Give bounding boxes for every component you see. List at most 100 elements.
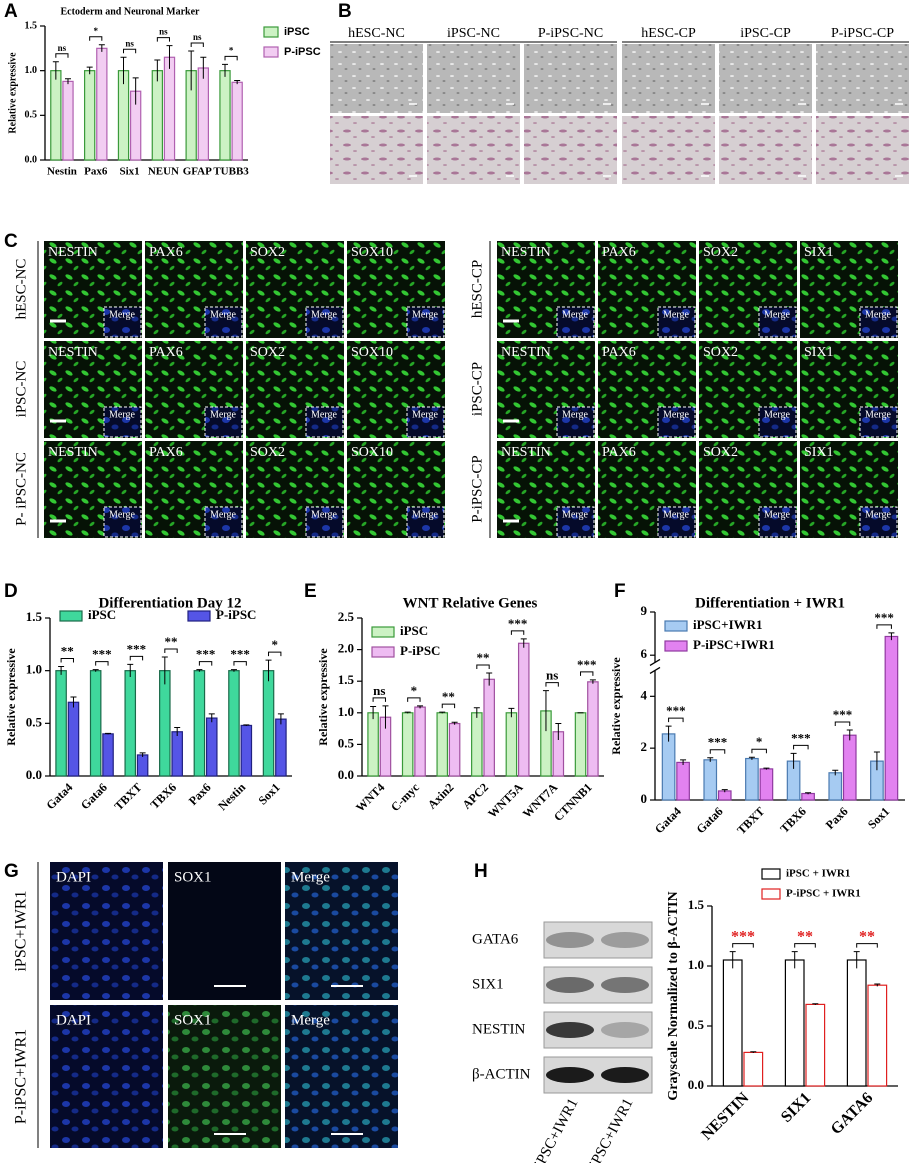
merge-label: Merge bbox=[562, 509, 588, 520]
micrograph bbox=[427, 116, 520, 184]
bar bbox=[743, 1051, 764, 1087]
blot-band bbox=[601, 1067, 649, 1083]
bar bbox=[96, 47, 108, 161]
error-bar bbox=[277, 713, 284, 725]
y-tick-label: 9 bbox=[641, 603, 648, 618]
bar bbox=[846, 959, 867, 1087]
marker-label: PAX6 bbox=[149, 245, 183, 260]
y-tick-label: 0.5 bbox=[26, 714, 43, 729]
bar bbox=[745, 757, 759, 801]
bar bbox=[574, 712, 587, 777]
y-tick-label: 0.0 bbox=[26, 767, 42, 782]
error-bar bbox=[763, 767, 770, 770]
column-label: P-iPSC-NC bbox=[538, 26, 603, 41]
significance-label: ns bbox=[546, 668, 558, 683]
legend-swatch bbox=[761, 868, 781, 880]
marker-label: NESTIN bbox=[501, 445, 551, 460]
y-axis-label: Grayscale Normalized to β-ACTIN bbox=[666, 891, 681, 1100]
merge-label: Merge bbox=[562, 309, 588, 320]
significance-label: *** bbox=[230, 647, 250, 662]
micrograph bbox=[50, 1005, 163, 1148]
significance-label: ns bbox=[373, 683, 385, 698]
error-bar bbox=[750, 1051, 757, 1053]
error-bar bbox=[874, 983, 881, 987]
merge-inset bbox=[859, 306, 898, 338]
error-bar bbox=[417, 705, 424, 709]
bar bbox=[471, 712, 483, 777]
error-bar bbox=[729, 951, 736, 969]
merge-label: Merge bbox=[109, 509, 135, 520]
merge-inset bbox=[758, 306, 797, 338]
error-bar bbox=[832, 769, 839, 776]
marker-label: SOX10 bbox=[351, 445, 393, 460]
merge-inset bbox=[657, 506, 696, 538]
row-label: P-iPSC+IWR1 bbox=[13, 1029, 30, 1124]
error-bar bbox=[721, 789, 728, 793]
error-bar bbox=[665, 725, 672, 742]
significance-label: ns bbox=[125, 38, 134, 48]
significance-label: ** bbox=[859, 928, 875, 945]
merge-inset bbox=[305, 306, 344, 338]
channel-label: SOX1 bbox=[174, 869, 212, 885]
y-tick-label: 1.5 bbox=[26, 609, 43, 624]
significance-bracket bbox=[55, 53, 69, 58]
bar bbox=[50, 70, 62, 161]
error-bar bbox=[790, 752, 797, 769]
protein-label: SIX1 bbox=[472, 976, 504, 992]
x-tick-label: Nestin bbox=[47, 166, 77, 178]
merge-inset bbox=[204, 506, 243, 538]
significance-bracket bbox=[580, 671, 594, 676]
x-tick-label: CTNNB1 bbox=[551, 780, 595, 824]
row-label: hESC-NC bbox=[13, 259, 29, 320]
error-bar bbox=[70, 696, 77, 708]
panel-letter: C bbox=[4, 231, 18, 252]
error-bar bbox=[473, 707, 480, 718]
blot-band bbox=[546, 1067, 594, 1083]
y-tick-label: 4 bbox=[641, 687, 648, 702]
merge-label: Merge bbox=[764, 309, 790, 320]
error-bar bbox=[439, 711, 446, 714]
significance-bracket bbox=[794, 943, 816, 948]
error-bar bbox=[120, 56, 127, 85]
legend-swatch bbox=[371, 646, 395, 658]
error-bar bbox=[222, 63, 229, 77]
panel-letter: D bbox=[4, 581, 18, 602]
micrograph bbox=[622, 116, 715, 184]
error-bar bbox=[98, 44, 105, 52]
merge-inset bbox=[657, 306, 696, 338]
significance-label: * bbox=[94, 26, 99, 36]
axis-break bbox=[649, 658, 661, 666]
legend-label: iPSC bbox=[284, 26, 310, 38]
significance-bracket bbox=[732, 943, 754, 948]
error-bar bbox=[166, 45, 173, 69]
bar bbox=[587, 681, 599, 777]
bar bbox=[240, 724, 253, 777]
bar bbox=[717, 790, 732, 801]
error-bar bbox=[805, 792, 812, 795]
merge-inset bbox=[103, 406, 142, 438]
bar bbox=[124, 670, 137, 777]
significance-bracket bbox=[856, 943, 878, 948]
merge-label: Merge bbox=[109, 409, 135, 420]
legend-swatch bbox=[187, 610, 211, 622]
legend-swatch bbox=[664, 640, 688, 652]
significance-label: ** bbox=[61, 643, 74, 658]
y-tick-label: 2.5 bbox=[338, 609, 355, 624]
micrograph bbox=[168, 1005, 281, 1148]
merge-inset bbox=[556, 506, 595, 538]
x-tick-label: TBXT bbox=[111, 780, 144, 813]
column-label: hESC-CP bbox=[641, 26, 696, 41]
channel-label: Merge bbox=[291, 869, 330, 885]
merge-label: Merge bbox=[210, 409, 236, 420]
row-label: iPSC+IWR1 bbox=[13, 890, 30, 971]
error-bar bbox=[589, 679, 596, 684]
significance-label: *** bbox=[731, 928, 755, 945]
micrograph bbox=[622, 44, 715, 113]
error-bar bbox=[234, 79, 241, 85]
bar bbox=[517, 642, 530, 777]
marker-label: PAX6 bbox=[602, 345, 636, 360]
error-bar bbox=[542, 690, 549, 732]
significance-bracket bbox=[476, 664, 490, 669]
significance-bracket bbox=[89, 36, 103, 41]
error-bar bbox=[680, 759, 687, 766]
